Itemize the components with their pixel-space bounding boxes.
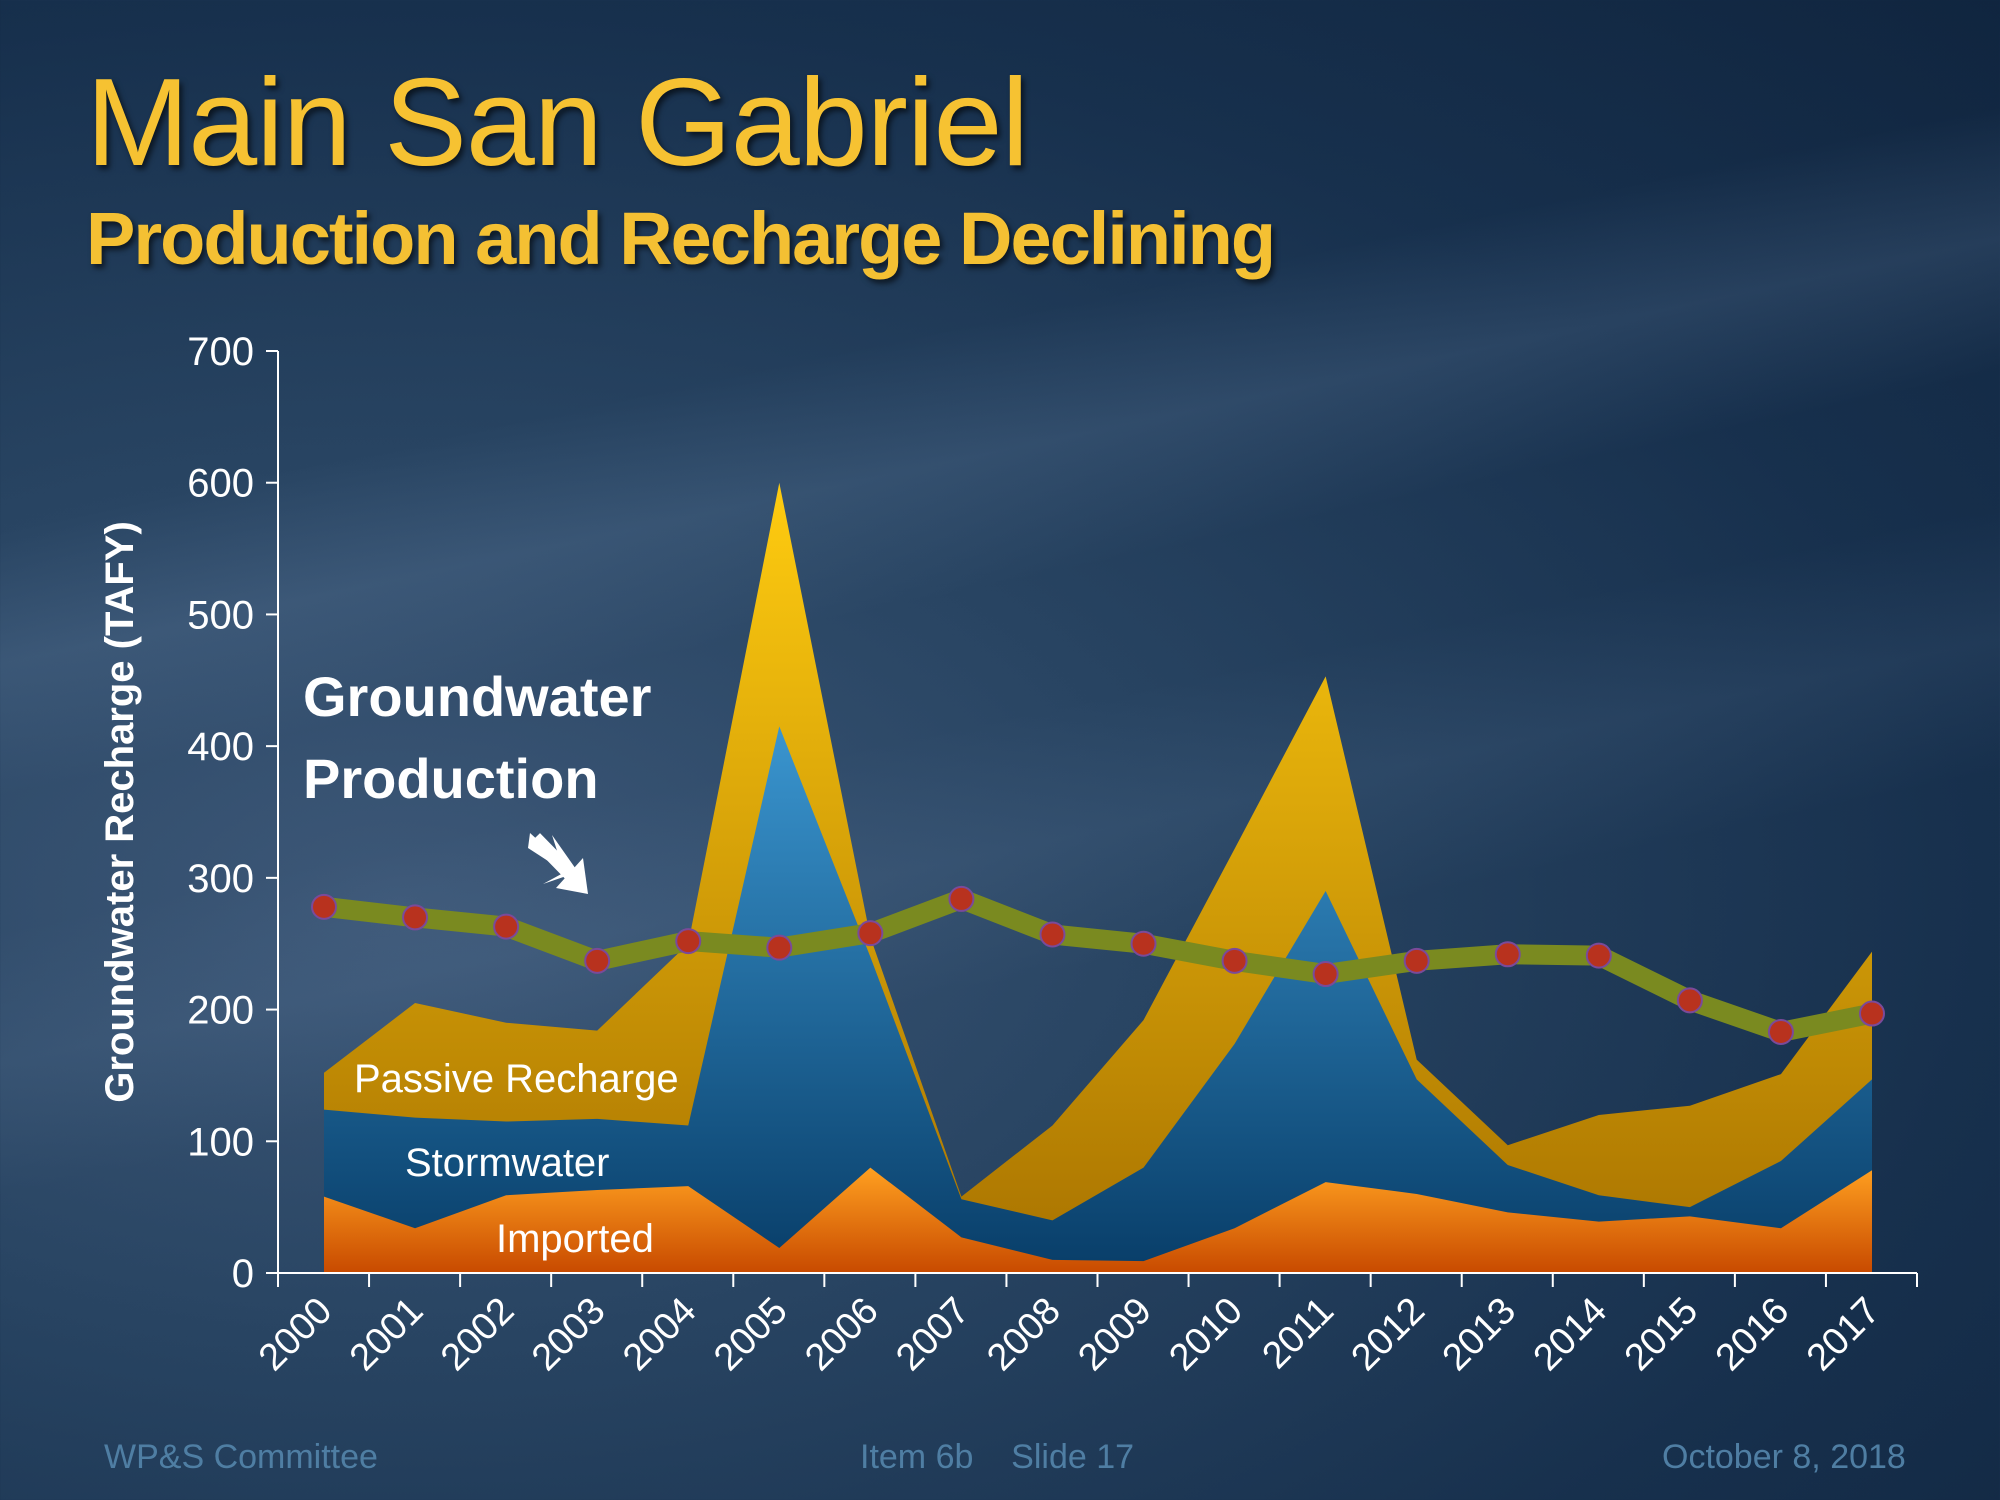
production-point (493, 913, 520, 940)
production-point (1312, 961, 1339, 988)
x-tick-label: 2016 (1708, 1290, 1797, 1379)
production-point (1859, 1000, 1885, 1027)
series-label-stormwater: Stormwater (405, 1141, 610, 1185)
production-line (322, 888, 1874, 1042)
area-stormwater (324, 726, 1872, 1273)
production-point (675, 928, 702, 955)
annotation-groundwater-production: Production (303, 747, 599, 810)
production-point (402, 904, 429, 931)
x-tick-label: 2009 (1070, 1290, 1159, 1379)
production-point (311, 893, 337, 920)
production-point (948, 885, 975, 912)
arrow-icon (556, 858, 588, 894)
x-tick-label: 2003 (524, 1290, 613, 1379)
production-point (1130, 930, 1157, 957)
x-tick-label: 2008 (979, 1290, 1068, 1379)
production-point (1403, 947, 1430, 974)
x-tick-label: 2004 (615, 1290, 704, 1379)
footer-slide-number: Item 6b Slide 17 (860, 1438, 1135, 1476)
x-tick-label: 2006 (797, 1290, 886, 1379)
slide-subtitle: Production and Recharge Declining (86, 197, 1276, 280)
production-point (1221, 947, 1248, 974)
production-point (1585, 942, 1612, 969)
footer-committee: WP&S Committee (104, 1438, 378, 1476)
production-point (857, 920, 884, 947)
x-tick-label: 2013 (1435, 1290, 1524, 1379)
annotation-groundwater-production: Groundwater (303, 665, 651, 728)
y-axis-label: Groundwater Recharge (TAFY) (98, 521, 142, 1103)
y-tick-label: 600 (187, 462, 254, 506)
x-tick-label: 2012 (1344, 1290, 1433, 1379)
x-tick-label: 2011 (1255, 1290, 1342, 1377)
x-tick-label: 2017 (1799, 1290, 1888, 1379)
area-imported (324, 1167, 1872, 1273)
series-label-imported: Imported (496, 1217, 654, 1261)
y-tick-label: 0 (232, 1252, 254, 1296)
production-point (1676, 987, 1703, 1014)
y-tick-label: 300 (187, 857, 254, 901)
x-tick-label: 2010 (1161, 1290, 1250, 1379)
y-tick-label: 400 (187, 725, 254, 769)
x-tick-label: 2000 (251, 1290, 340, 1379)
x-tick-label: 2014 (1526, 1290, 1615, 1379)
series-label-passive-recharge: Passive Recharge (354, 1057, 679, 1101)
y-tick-label: 100 (187, 1120, 254, 1164)
x-tick-label: 2015 (1617, 1290, 1706, 1379)
production-point (1039, 921, 1066, 948)
production-point (584, 947, 611, 974)
production-point (766, 934, 793, 961)
y-tick-label: 200 (187, 989, 254, 1033)
footer-date: October 8, 2018 (1662, 1438, 1906, 1476)
slide-title: Main San Gabriel (86, 54, 1029, 192)
y-tick-label: 500 (187, 593, 254, 637)
y-tick-label: 700 (187, 330, 254, 374)
x-tick-label: 2007 (888, 1290, 977, 1379)
x-tick-label: 2005 (706, 1290, 795, 1379)
x-tick-label: 2001 (342, 1290, 431, 1379)
x-tick-label: 2002 (433, 1290, 522, 1379)
production-point (1494, 941, 1521, 968)
production-point (1767, 1018, 1794, 1045)
